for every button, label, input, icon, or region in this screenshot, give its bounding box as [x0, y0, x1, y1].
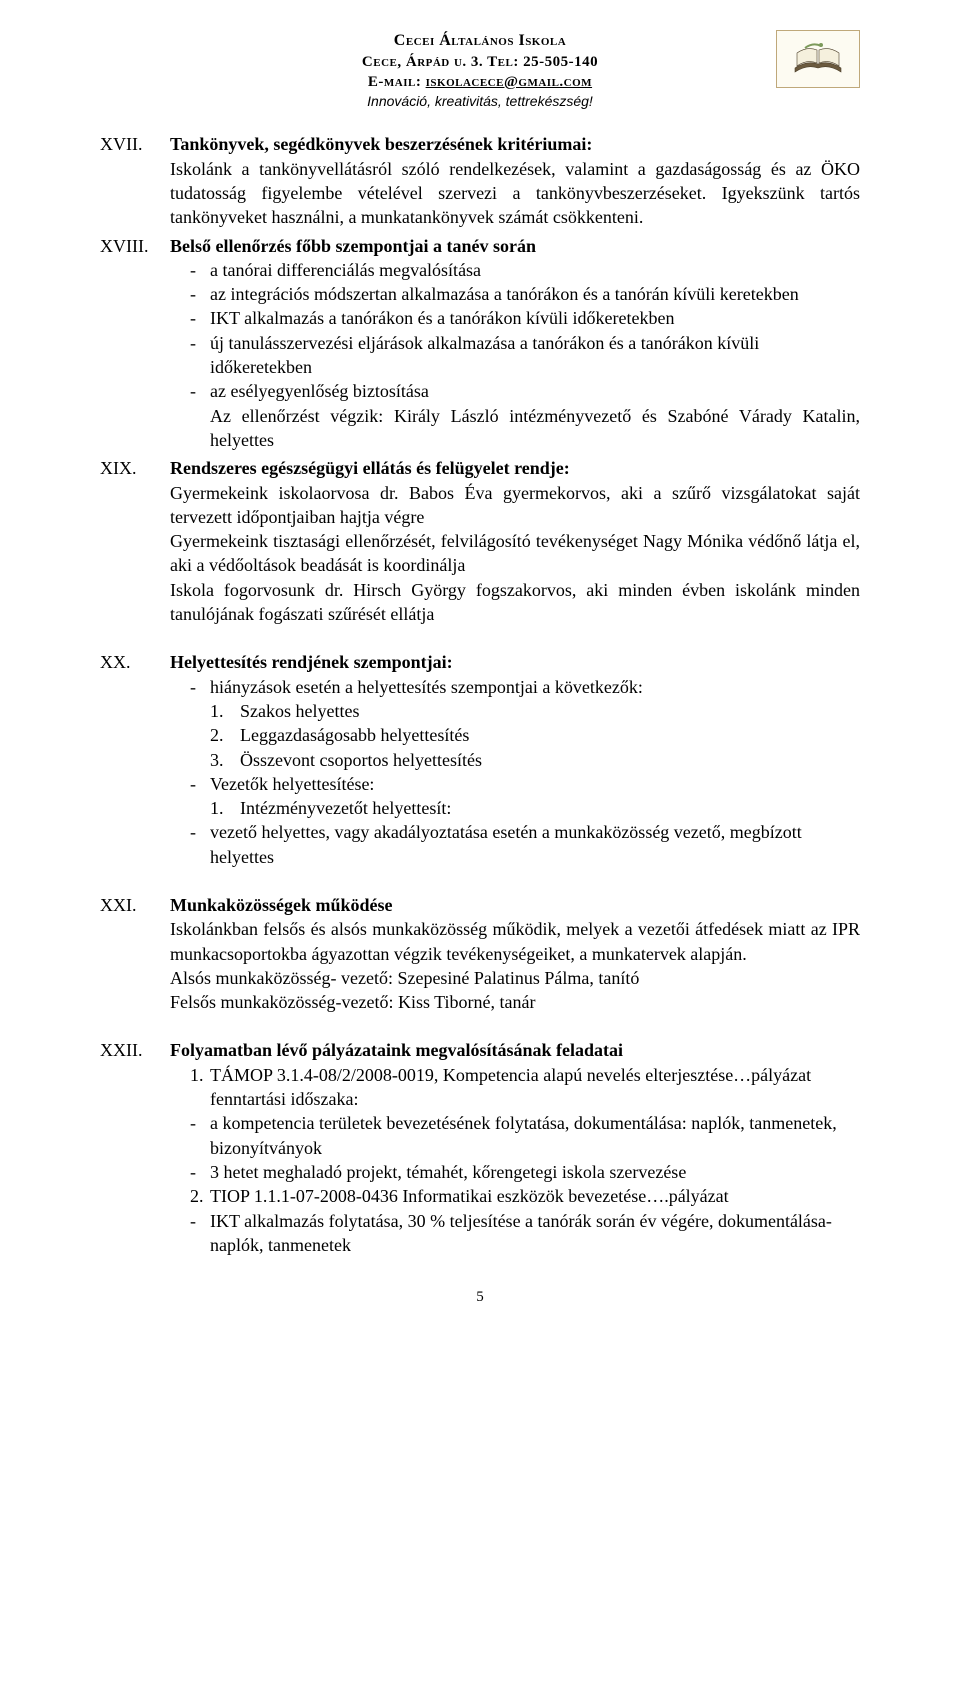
roman-numeral: XX.: [100, 650, 170, 869]
header-address: Cece, Árpád u. 3. Tel: 25-505-140: [362, 52, 598, 72]
roman-numeral: XVII.: [100, 132, 170, 229]
list-item: az integrációs módszertan alkalmazása a …: [170, 282, 860, 306]
list-item: IKT alkalmazás a tanórákon és a tanóráko…: [170, 306, 860, 330]
list-item: Intézményvezetőt helyettesít:: [210, 796, 860, 820]
section-title: Helyettesítés rendjének szempontjai:: [170, 652, 453, 672]
list-item: Leggazdaságosabb helyettesítés: [210, 723, 860, 747]
section-body: Rendszeres egészségügyi ellátás és felüg…: [170, 456, 860, 626]
paragraph: Az ellenőrzést végzik: Király László int…: [170, 404, 860, 453]
numbered-list: Intézményvezetőt helyettesít:: [210, 796, 860, 820]
bullet-list: a tanórai differenciálás megvalósítása a…: [170, 258, 860, 404]
header-email: E-mail: iskolacece@gmail.com: [362, 72, 598, 92]
list-item: vezető helyettes, vagy akadályoztatása e…: [170, 820, 860, 869]
section-body: Tankönyvek, segédkönyvek beszerzésének k…: [170, 132, 860, 229]
list-item-text: hiányzások esetén a helyettesítés szempo…: [210, 677, 643, 697]
numbered-list: Szakos helyettes Leggazdaságosabb helyet…: [210, 699, 860, 772]
section-xviii: XVIII. Belső ellenőrzés főbb szempontjai…: [100, 234, 860, 453]
document-header: Cecei Általános Iskola Cece, Árpád u. 3.…: [100, 30, 860, 112]
paragraph: Felsős munkaközösség-vezető: Kiss Tiborn…: [170, 990, 860, 1014]
bullet-list: IKT alkalmazás folytatása, 30 % teljesít…: [170, 1209, 860, 1258]
paragraph: Gyermekeink iskolaorvosa dr. Babos Éva g…: [170, 481, 860, 530]
section-body: Belső ellenőrzés főbb szempontjai a tané…: [170, 234, 860, 453]
paragraph: Iskolánkban felsős és alsós munkaközössé…: [170, 917, 860, 966]
roman-numeral: XVIII.: [100, 234, 170, 453]
numbered-list: TÁMOP 3.1.4-08/2/2008-0019, Kompetencia …: [170, 1063, 860, 1112]
section-xix: XIX. Rendszeres egészségügyi ellátás és …: [100, 456, 860, 626]
section-body: Folyamatban lévő pályázataink megvalósít…: [170, 1038, 860, 1257]
paragraph: Iskola fogorvosunk dr. Hirsch György fog…: [170, 578, 860, 627]
section-xx: XX. Helyettesítés rendjének szempontjai:…: [100, 650, 860, 869]
list-item: a kompetencia területek bevezetésének fo…: [170, 1111, 860, 1160]
section-xxi: XXI. Munkaközösségek működése Iskolánkba…: [100, 893, 860, 1014]
roman-numeral: XXII.: [100, 1038, 170, 1257]
paragraph: Gyermekeink tisztasági ellenőrzését, fel…: [170, 529, 860, 578]
section-xxii: XXII. Folyamatban lévő pályázataink megv…: [100, 1038, 860, 1257]
book-icon: [785, 38, 851, 80]
list-item: TÁMOP 3.1.4-08/2/2008-0019, Kompetencia …: [170, 1063, 860, 1112]
header-text: Cecei Általános Iskola Cece, Árpád u. 3.…: [362, 30, 598, 111]
section-body: Munkaközösségek működése Iskolánkban fel…: [170, 893, 860, 1014]
section-title: Belső ellenőrzés főbb szempontjai a tané…: [170, 236, 536, 256]
header-email-prefix: E-mail:: [368, 74, 426, 90]
list-item: a tanórai differenciálás megvalósítása: [170, 258, 860, 282]
list-item: IKT alkalmazás folytatása, 30 % teljesít…: [170, 1209, 860, 1258]
section-title: Rendszeres egészségügyi ellátás és felüg…: [170, 458, 570, 478]
list-item: Vezetők helyettesítése: Intézményvezetőt…: [170, 772, 860, 821]
section-title: Munkaközösségek működése: [170, 895, 393, 915]
header-motto: Innováció, kreativitás, tettrekészség!: [362, 92, 598, 111]
school-logo: [776, 30, 860, 88]
roman-numeral: XIX.: [100, 456, 170, 626]
section-xvii: XVII. Tankönyvek, segédkönyvek beszerzés…: [100, 132, 860, 229]
document-body: XVII. Tankönyvek, segédkönyvek beszerzés…: [100, 132, 860, 1257]
header-school-name: Cecei Általános Iskola: [362, 30, 598, 52]
list-item: új tanulásszervezési eljárások alkalmazá…: [170, 331, 860, 380]
list-item: 3 hetet meghaladó projekt, témahét, kőre…: [170, 1160, 860, 1184]
paragraph: Iskolánk a tankönyvellátásról szóló rend…: [170, 157, 860, 230]
paragraph: Alsós munkaközösség- vezető: Szepesiné P…: [170, 966, 860, 990]
list-item: TIOP 1.1.1-07-2008-0436 Informatikai esz…: [170, 1184, 860, 1208]
list-item: Szakos helyettes: [210, 699, 860, 723]
bullet-list: a kompetencia területek bevezetésének fo…: [170, 1111, 860, 1184]
list-item-text: Vezetők helyettesítése:: [210, 774, 374, 794]
section-title: Tankönyvek, segédkönyvek beszerzésének k…: [170, 134, 592, 154]
list-item: az esélyegyenlőség biztosítása: [170, 379, 860, 403]
list-item: hiányzások esetén a helyettesítés szempo…: [170, 675, 860, 772]
roman-numeral: XXI.: [100, 893, 170, 1014]
section-title: Folyamatban lévő pályázataink megvalósít…: [170, 1040, 623, 1060]
list-item: Összevont csoportos helyettesítés: [210, 748, 860, 772]
section-body: Helyettesítés rendjének szempontjai: hiá…: [170, 650, 860, 869]
page-number: 5: [100, 1287, 860, 1307]
numbered-list: TIOP 1.1.1-07-2008-0436 Informatikai esz…: [170, 1184, 860, 1208]
bullet-list: hiányzások esetén a helyettesítés szempo…: [170, 675, 860, 869]
header-email-address: iskolacece@gmail.com: [426, 74, 592, 90]
